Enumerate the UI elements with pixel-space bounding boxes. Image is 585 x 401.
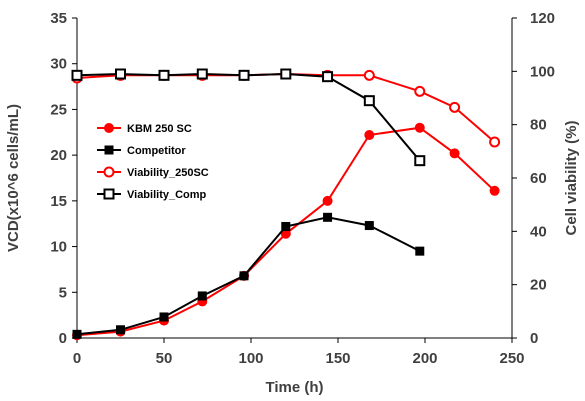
y-tick-label: 25	[50, 101, 67, 118]
data-point-viability-250sc	[363, 69, 375, 81]
data-point-viability-comp	[158, 69, 170, 81]
legend-label: Viability_250SC	[127, 167, 209, 179]
y-tick-label: 35	[50, 10, 67, 27]
data-point-competitor	[415, 246, 425, 256]
data-point-competitor	[116, 325, 125, 335]
data-point-competitor	[239, 271, 249, 281]
x-tick-label: 100	[238, 350, 263, 367]
x-tick-label: 50	[156, 350, 173, 367]
data-point-viability-comp	[414, 155, 426, 167]
y2-tick-label: 100	[530, 63, 555, 80]
legend-label: Competitor	[127, 145, 186, 157]
legend-marker-kbm-250-sc	[104, 123, 114, 133]
data-point-viability-comp	[363, 95, 375, 107]
data-point-viability-250sc	[489, 136, 501, 148]
data-point-competitor	[281, 221, 291, 231]
x-tick-label: 250	[499, 350, 524, 367]
data-point-viability-250sc	[449, 101, 461, 113]
data-point-viability-comp	[71, 69, 83, 81]
y2-tick-label: 20	[530, 277, 547, 294]
y2-tick-label: 80	[530, 117, 547, 134]
y-tick-label: 10	[50, 239, 67, 256]
y2-tick-label: 120	[530, 10, 555, 27]
y-tick-label: 5	[59, 284, 67, 301]
data-point-competitor	[72, 329, 82, 339]
y-axis-title: VCD(x10^6 cells/mL)	[5, 104, 22, 252]
series-competitor	[72, 212, 425, 339]
data-point-competitor	[364, 221, 374, 231]
x-tick-label: 200	[412, 350, 437, 367]
y-tick-label: 0	[59, 330, 67, 347]
y2-tick-label: 40	[530, 223, 547, 240]
y-tick-label: 20	[50, 147, 67, 164]
data-point-viability-comp	[238, 69, 250, 81]
legend-marker-competitor	[104, 145, 114, 155]
data-point-viability-comp	[115, 68, 126, 80]
x-axis-title: Time (h)	[265, 379, 323, 396]
data-point-competitor	[323, 212, 333, 222]
legend-label: Viability_Comp	[127, 189, 207, 201]
data-point-viability-250sc	[414, 85, 426, 97]
y2-axis-title: Cell viability (%)	[563, 120, 580, 235]
legend-marker-viability-250sc	[103, 166, 115, 178]
y-tick-label: 15	[50, 193, 67, 210]
data-point-kbm-250-sc	[364, 130, 375, 141]
data-point-kbm-250-sc	[414, 122, 425, 133]
data-point-kbm-250-sc	[489, 185, 500, 196]
data-point-kbm-250-sc	[449, 148, 460, 159]
legend: KBM 250 SC Competitor Viability_250SC Viabi…	[97, 123, 209, 201]
x-tick-label: 150	[325, 350, 350, 367]
data-point-competitor	[159, 312, 169, 322]
y2-tick-label: 60	[530, 170, 547, 187]
data-point-viability-comp	[196, 68, 208, 80]
data-point-viability-comp	[322, 71, 334, 83]
data-point-viability-comp	[280, 68, 292, 80]
axes: 0 50 100 150 200 250 0 5 10 15 20 25 30 35 0 20 40 60 80 10…	[50, 10, 555, 367]
data-point-kbm-250-sc	[322, 195, 333, 206]
series-layer	[71, 68, 501, 341]
legend-marker-viability-comp	[103, 188, 115, 200]
series-viability-comp	[71, 68, 426, 167]
legend-label: KBM 250 SC	[127, 123, 192, 135]
data-point-competitor	[197, 291, 207, 301]
y2-tick-label: 0	[530, 330, 538, 347]
y-tick-label: 30	[50, 56, 67, 73]
x-tick-label: 0	[73, 350, 81, 367]
